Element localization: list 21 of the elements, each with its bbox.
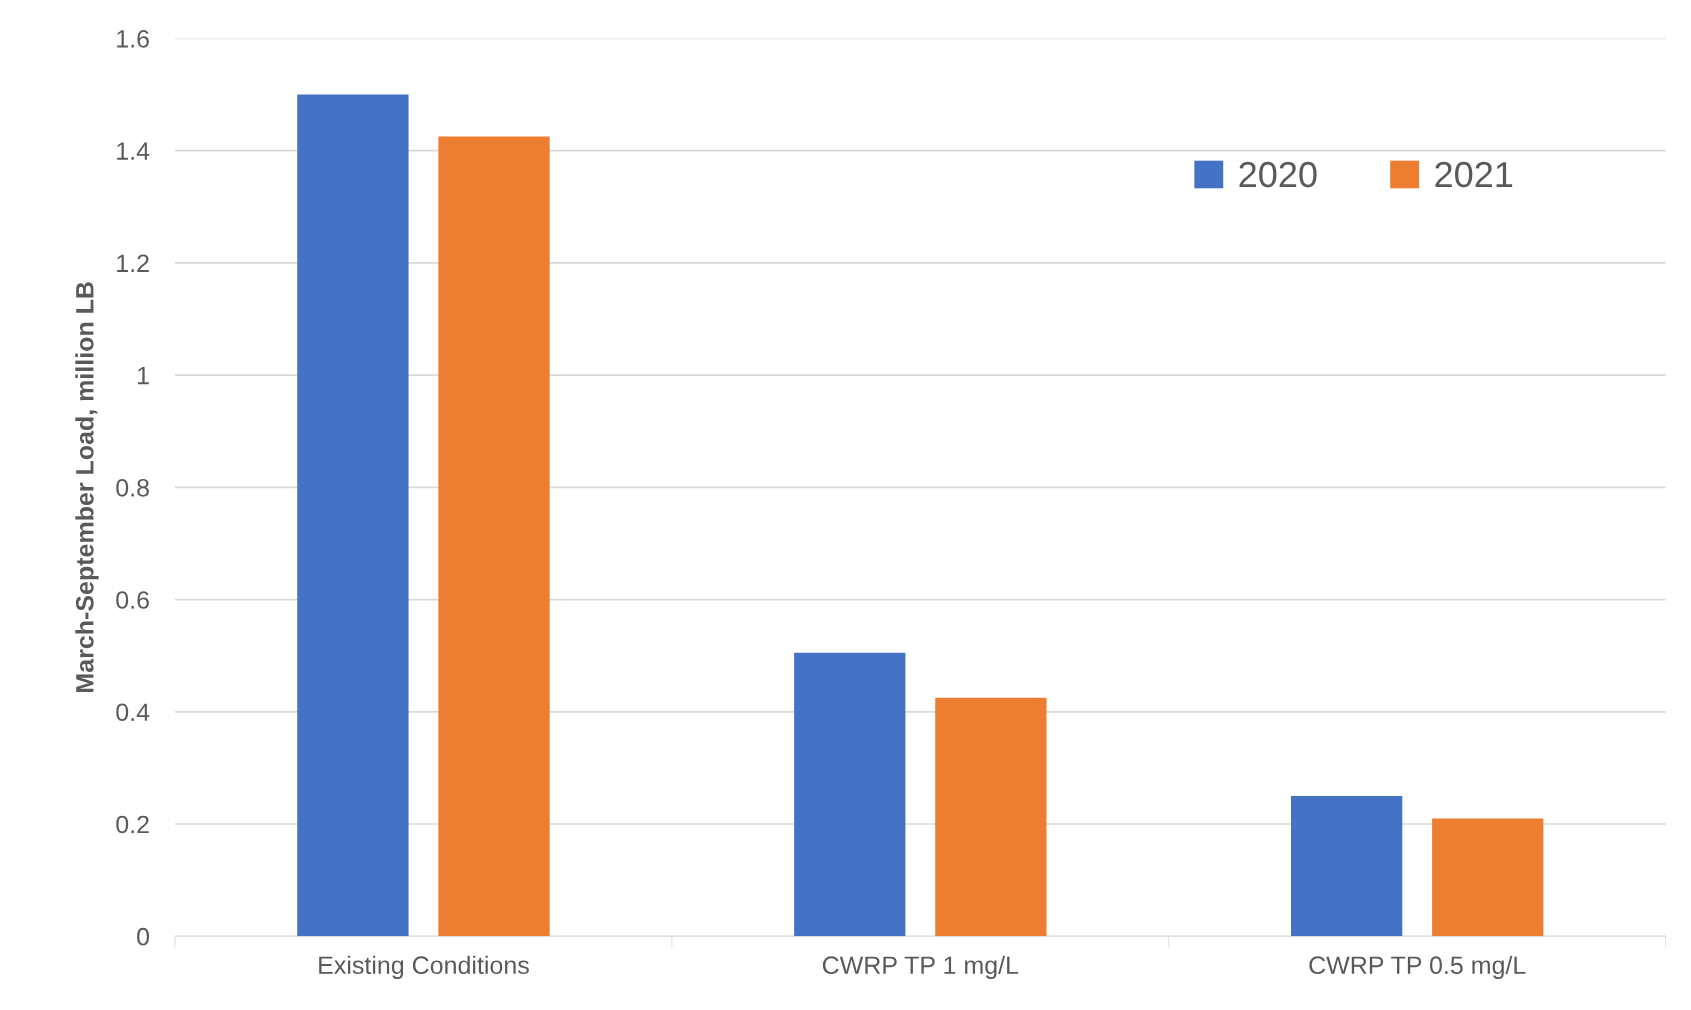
y-tick-label: 1.2 xyxy=(117,254,149,272)
legend-label: 2021 xyxy=(1435,161,1513,188)
bar xyxy=(1432,818,1544,937)
x-tick-label: CWRP TP 0.5 mg/L xyxy=(1309,955,1526,980)
bar xyxy=(794,652,906,937)
y-tick-label: 0.6 xyxy=(116,591,149,609)
bar xyxy=(935,697,1047,937)
y-tick-label: 0.4 xyxy=(116,703,150,722)
y-tick-label: 0.8 xyxy=(116,478,149,497)
bar xyxy=(438,136,550,937)
y-axis-title: March-September Load, million LB xyxy=(75,282,99,692)
y-tick-label: 0.2 xyxy=(116,815,149,834)
legend-label: 2020 xyxy=(1239,161,1317,188)
bar xyxy=(1290,795,1403,937)
x-tick-label: Existing Conditions xyxy=(319,955,529,980)
y-tick-label: 0 xyxy=(137,927,150,946)
y-tick-label: 1.4 xyxy=(117,142,150,160)
y-tick-label: 1 xyxy=(138,366,149,385)
y-tick-label: 1.6 xyxy=(117,29,149,48)
bar xyxy=(297,94,409,937)
x-tick-label: CWRP TP 1 mg/L xyxy=(822,955,1019,980)
